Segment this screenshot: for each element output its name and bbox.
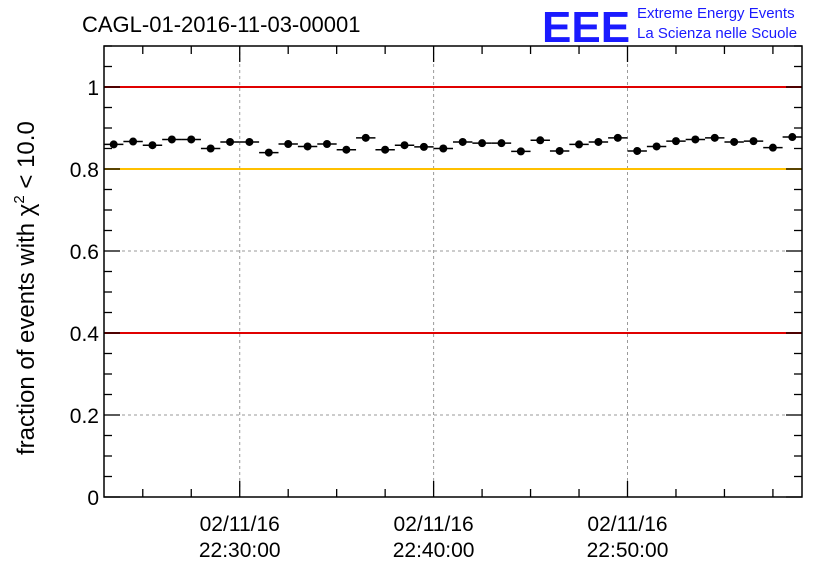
y-axis-label: fraction of events with χ2 < 10.0 xyxy=(11,121,40,455)
y-tick-label: 0.6 xyxy=(70,241,99,264)
y-tick-label: 1 xyxy=(87,77,99,100)
data-point xyxy=(478,139,487,148)
y-tick-label: 0.2 xyxy=(70,405,99,428)
data-points xyxy=(104,133,802,157)
data-point xyxy=(226,137,235,146)
data-point xyxy=(749,137,758,146)
plot-frame xyxy=(103,45,803,498)
data-point xyxy=(361,133,370,142)
logo-mark: EEE xyxy=(542,3,630,52)
data-point xyxy=(109,140,118,149)
grid xyxy=(104,46,802,497)
data-point xyxy=(497,139,506,148)
y-tick-label: 0.4 xyxy=(70,323,100,346)
data-point xyxy=(788,133,797,142)
x-tick-label-time: 22:50:00 xyxy=(587,539,669,562)
data-point xyxy=(575,140,584,149)
data-point xyxy=(245,137,254,146)
data-point xyxy=(768,143,777,152)
data-point xyxy=(187,135,196,144)
data-point xyxy=(439,144,448,153)
data-point xyxy=(206,144,215,153)
data-point xyxy=(129,137,138,146)
data-point xyxy=(555,146,564,155)
data-point xyxy=(613,133,622,142)
data-point xyxy=(671,137,680,146)
data-point xyxy=(342,145,351,154)
logo-line-2: La Scienza nelle Scuole xyxy=(637,25,797,42)
chart-title: CAGL-01-2016-11-03-00001 xyxy=(82,12,360,37)
x-tick-label-date: 02/11/16 xyxy=(587,513,667,536)
data-point xyxy=(264,148,273,157)
y-tick-label: 0 xyxy=(87,487,99,510)
data-point xyxy=(458,137,467,146)
data-point xyxy=(284,139,293,148)
data-point xyxy=(419,142,428,151)
data-point xyxy=(594,137,603,146)
y-tick-labels: 0 0.2 0.4 0.6 0.8 1 xyxy=(70,77,100,510)
data-point xyxy=(516,147,525,156)
data-point xyxy=(148,141,157,150)
data-point xyxy=(400,141,409,150)
x-tick-labels: 02/11/16 22:30:00 02/11/16 22:40:00 02/11/16… xyxy=(199,513,669,562)
x-tick-label-time: 22:40:00 xyxy=(393,539,475,562)
data-point xyxy=(710,133,719,142)
x-tick-label-date: 02/11/16 xyxy=(200,513,280,536)
data-point xyxy=(536,136,545,145)
reference-lines xyxy=(104,86,802,334)
data-point xyxy=(691,135,700,144)
data-point xyxy=(381,145,390,154)
eee-logo: EEE Extreme Energy Events La Scienza nel… xyxy=(542,3,797,52)
logo-line-1: Extreme Energy Events xyxy=(637,5,795,22)
axis-ticks xyxy=(104,45,802,498)
data-point xyxy=(167,135,176,144)
x-tick-label-date: 02/11/16 xyxy=(394,513,474,536)
data-point xyxy=(633,146,642,155)
y-tick-label: 0.8 xyxy=(70,159,99,182)
data-point xyxy=(303,142,312,151)
data-point xyxy=(730,137,739,146)
x-tick-label-time: 22:30:00 xyxy=(199,539,281,562)
data-point xyxy=(322,139,331,148)
data-point xyxy=(652,142,661,151)
